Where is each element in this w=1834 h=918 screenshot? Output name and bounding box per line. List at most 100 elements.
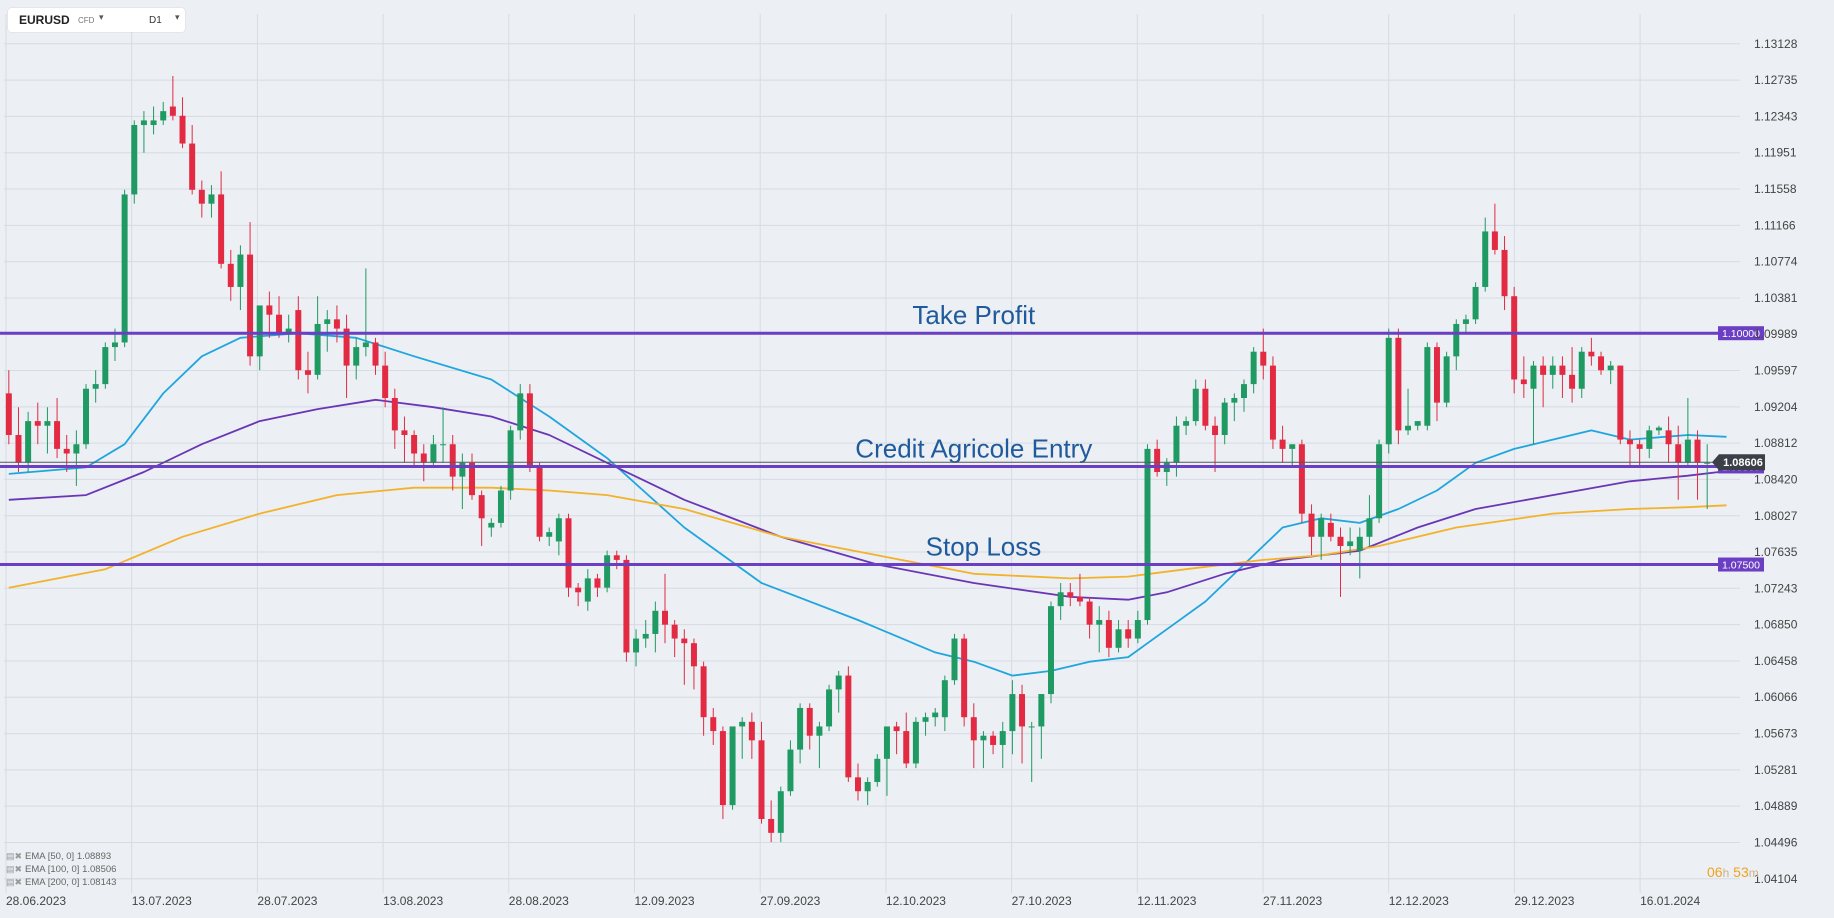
candle-body[interactable] bbox=[1540, 365, 1547, 375]
candle-body[interactable] bbox=[1260, 351, 1267, 366]
candle-body[interactable] bbox=[1125, 629, 1132, 639]
candle-body[interactable] bbox=[662, 610, 668, 625]
candle-body[interactable] bbox=[1443, 356, 1450, 403]
candle-body[interactable] bbox=[1356, 536, 1363, 551]
candle-body[interactable] bbox=[1212, 425, 1219, 435]
symbol-selector[interactable]: EURUSD bbox=[19, 13, 70, 27]
candle-body[interactable] bbox=[54, 421, 61, 449]
candle-body[interactable] bbox=[1549, 365, 1556, 375]
candle-body[interactable] bbox=[1038, 694, 1045, 727]
candle-body[interactable] bbox=[150, 120, 157, 126]
candle-body[interactable] bbox=[1028, 726, 1035, 728]
candle-body[interactable] bbox=[1646, 430, 1653, 449]
candle-body[interactable] bbox=[1588, 351, 1595, 357]
candle-body[interactable] bbox=[912, 721, 919, 764]
candle-body[interactable] bbox=[1327, 522, 1334, 537]
candle-body[interactable] bbox=[343, 328, 350, 366]
candle-body[interactable] bbox=[999, 731, 1006, 745]
candle-body[interactable] bbox=[536, 467, 543, 537]
legend-ema50[interactable]: ▤✖ EMA [50, 0] 1.08893 bbox=[6, 850, 116, 863]
candle-body[interactable] bbox=[430, 444, 437, 463]
candle-body[interactable] bbox=[526, 393, 533, 468]
candle-body[interactable] bbox=[353, 347, 360, 366]
settings-close-icon[interactable]: ▤✖ bbox=[6, 851, 23, 861]
candle-body[interactable] bbox=[623, 559, 630, 653]
candle-body[interactable] bbox=[671, 624, 678, 639]
candle-body[interactable] bbox=[1240, 384, 1247, 398]
candle-body[interactable] bbox=[459, 462, 466, 477]
candle-body[interactable] bbox=[391, 397, 398, 431]
candle-body[interactable] bbox=[1424, 347, 1431, 426]
candle-body[interactable] bbox=[5, 393, 12, 435]
candle-body[interactable] bbox=[1491, 231, 1498, 250]
candle-body[interactable] bbox=[34, 421, 41, 426]
candle-body[interactable] bbox=[362, 342, 369, 348]
candle-body[interactable] bbox=[903, 731, 910, 764]
candle-body[interactable] bbox=[198, 189, 205, 204]
candle-body[interactable] bbox=[102, 347, 109, 385]
candle-body[interactable] bbox=[276, 314, 283, 334]
candle-body[interactable] bbox=[324, 319, 331, 324]
candle-body[interactable] bbox=[44, 421, 51, 426]
candle-body[interactable] bbox=[1569, 374, 1576, 389]
candle-body[interactable] bbox=[469, 462, 476, 496]
candle-body[interactable] bbox=[758, 740, 765, 819]
candle-body[interactable] bbox=[1462, 319, 1469, 324]
candle-body[interactable] bbox=[382, 365, 389, 398]
candle-body[interactable] bbox=[893, 726, 900, 732]
candle-body[interactable] bbox=[1395, 337, 1402, 431]
candle-body[interactable] bbox=[555, 518, 562, 542]
chevron-down-icon[interactable]: ▾ bbox=[99, 12, 104, 22]
candle-body[interactable] bbox=[304, 370, 311, 375]
candle-body[interactable] bbox=[1636, 444, 1643, 449]
candle-body[interactable] bbox=[1501, 249, 1508, 297]
candle-body[interactable] bbox=[970, 717, 977, 741]
candle-body[interactable] bbox=[73, 444, 80, 454]
candle-body[interactable] bbox=[1385, 337, 1392, 445]
candle-body[interactable] bbox=[690, 643, 697, 667]
candle-body[interactable] bbox=[121, 194, 128, 343]
candle-body[interactable] bbox=[1366, 518, 1373, 537]
candle-body[interactable] bbox=[295, 310, 302, 371]
candle-body[interactable] bbox=[565, 518, 572, 588]
candle-body[interactable] bbox=[1231, 397, 1238, 403]
candle-body[interactable] bbox=[1298, 444, 1305, 514]
candle-body[interactable] bbox=[1626, 439, 1633, 445]
candle-body[interactable] bbox=[826, 689, 833, 727]
candle-body[interactable] bbox=[1115, 629, 1122, 648]
candle-body[interactable] bbox=[835, 675, 842, 690]
candle-body[interactable] bbox=[652, 610, 659, 634]
candle-body[interactable] bbox=[700, 666, 707, 718]
candle-body[interactable] bbox=[990, 735, 997, 745]
candle-body[interactable] bbox=[710, 717, 717, 732]
candle-body[interactable] bbox=[1076, 596, 1083, 602]
candle-body[interactable] bbox=[941, 680, 948, 718]
candle-body[interactable] bbox=[25, 421, 32, 463]
candle-body[interactable] bbox=[420, 453, 427, 463]
candle-body[interactable] bbox=[1655, 427, 1662, 431]
candle-body[interactable] bbox=[1414, 421, 1421, 426]
candle-body[interactable] bbox=[1675, 444, 1682, 463]
candle-body[interactable] bbox=[1405, 425, 1412, 431]
candle-body[interactable] bbox=[1019, 694, 1026, 727]
candle-body[interactable] bbox=[874, 758, 881, 782]
legend-ema200[interactable]: ▤✖ EMA [200, 0] 1.08143 bbox=[6, 876, 116, 889]
candle-body[interactable] bbox=[748, 721, 755, 741]
candle-body[interactable] bbox=[179, 115, 186, 144]
candle-body[interactable] bbox=[411, 434, 418, 454]
candle-body[interactable] bbox=[1530, 365, 1537, 389]
candle-body[interactable] bbox=[584, 578, 591, 602]
candle-body[interactable] bbox=[160, 111, 167, 121]
candle-body[interactable] bbox=[449, 444, 456, 477]
candle-body[interactable] bbox=[1665, 430, 1672, 445]
settings-close-icon[interactable]: ▤✖ bbox=[6, 877, 23, 887]
candle-body[interactable] bbox=[604, 555, 611, 588]
candle-body[interactable] bbox=[816, 726, 823, 736]
candle-body[interactable] bbox=[1617, 365, 1624, 440]
candle-body[interactable] bbox=[681, 638, 688, 644]
candle-body[interactable] bbox=[488, 522, 495, 528]
candle-body[interactable] bbox=[247, 254, 254, 357]
candle-body[interactable] bbox=[594, 578, 601, 588]
candle-body[interactable] bbox=[575, 587, 582, 593]
